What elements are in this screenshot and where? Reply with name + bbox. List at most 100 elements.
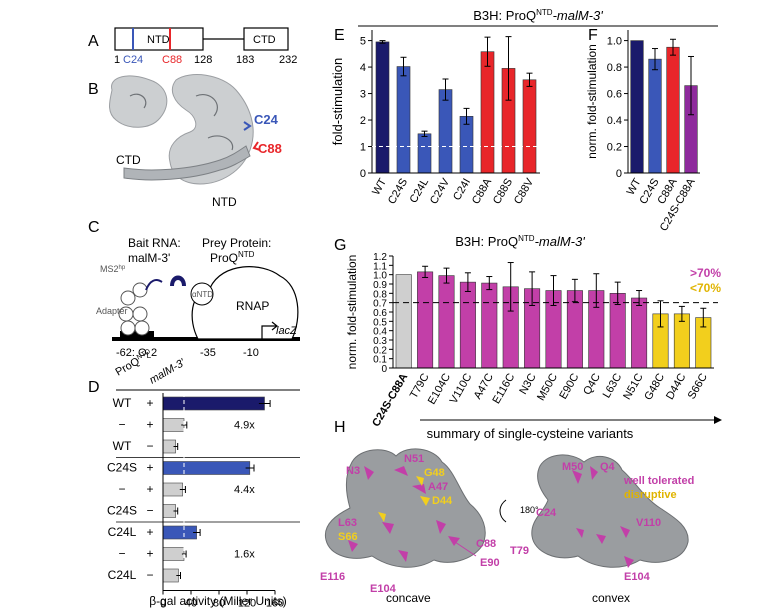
panel-label-e: E [334, 27, 345, 44]
d-malm-label: + [146, 396, 153, 410]
operator-box [120, 331, 154, 339]
y-tick-label: 4 [360, 62, 366, 74]
d-malm-label: + [146, 547, 153, 561]
x-tick-label: C88A [470, 176, 494, 206]
bait-name: malM-3' [128, 251, 170, 265]
x-tick-label: V110C [448, 371, 475, 405]
x-tick-label: Q4C [581, 371, 603, 397]
y-tick-label: 0 [360, 168, 366, 180]
x-tick-label: G48C [642, 371, 667, 402]
h-label-s66: S66 [338, 531, 358, 543]
x-tick-label: M50C [535, 371, 560, 402]
rnap-label: RNAP [236, 299, 269, 313]
bar [673, 313, 690, 369]
d-row-label: C24L [108, 525, 137, 539]
y-tick-label: 5 [360, 36, 366, 48]
pos-232: 232 [279, 54, 297, 66]
pos-128: 128 [194, 54, 212, 66]
h-label-e116: E116 [320, 571, 345, 583]
ntd-label: NTD [147, 34, 170, 46]
d-row-label: C24S [107, 461, 137, 475]
g-legend-below: <70% [690, 281, 721, 295]
d-malm-label: + [146, 461, 153, 475]
y-tick-label: 0.1 [373, 355, 387, 366]
y-tick-label: 0.8 [373, 289, 387, 300]
ribbon-detail [129, 93, 234, 151]
promoter-arrowhead [271, 321, 278, 331]
h-label-e104-convex: E104 [624, 571, 651, 583]
h-label-l63: L63 [338, 517, 357, 529]
c24-sticks [243, 121, 252, 131]
bar [481, 282, 498, 369]
h-label-c88: C88 [476, 538, 496, 550]
d-bar [162, 461, 251, 475]
bar [522, 79, 537, 174]
panel-e-chart: WTC24SC24LC24VC24IC88AC88SC88V012345fold… [330, 30, 540, 206]
d-bar [162, 396, 265, 411]
x-tick-label: C24S [386, 177, 410, 207]
adapter-4 [134, 320, 150, 336]
ctd-structure-label: CTD [116, 153, 141, 167]
convex-surface [531, 454, 689, 568]
panel-f-chart: WTC24SC88AC24S-C88A00.20.40.60.81.0norm.… [585, 30, 700, 233]
d-malm-label: − [146, 504, 153, 518]
pos-1: 1 [114, 54, 120, 66]
d-bar [162, 482, 183, 497]
h-label-t79: T79 [510, 545, 529, 557]
x-tick-label: S66C [686, 371, 710, 401]
h-label-c24: C24 [536, 507, 557, 519]
ms2-label: MS2hp [100, 264, 126, 274]
concave-label: concave [386, 591, 431, 605]
panel-c-diagram: Bait RNA: malM-3' Prey Protein: ProQNTD … [96, 236, 300, 360]
pos-35-label: -35 [200, 347, 216, 359]
y-tick-label: 0.7 [373, 299, 387, 310]
d-x-axis: 0 40 80 120 160 [160, 393, 284, 610]
adapter-label: Adapter [96, 306, 128, 316]
concave-surface [324, 448, 486, 568]
y-tick-label: 0.5 [373, 317, 387, 328]
panel-g-header: B3H: ProQNTD-malM-3' [455, 234, 585, 249]
bar [396, 66, 411, 174]
panel-label-g: G [334, 237, 346, 254]
panel-label-h: H [334, 419, 346, 436]
y-tick-label: 0 [381, 364, 387, 375]
x-tick-label: WT [370, 176, 389, 197]
pos-c24: C24 [123, 54, 143, 66]
y-tick-label: 0.2 [607, 142, 622, 154]
bar [459, 281, 476, 369]
y-tick-label: 1.2 [373, 252, 387, 263]
h-label-d44: D44 [432, 495, 453, 507]
bar [438, 275, 455, 369]
y-tick-label: 0.3 [373, 336, 387, 347]
rnap-shape [191, 266, 299, 340]
d-malm-label: + [146, 525, 153, 539]
y-tick-label: 0.4 [373, 327, 387, 338]
d-bar [162, 418, 185, 432]
c88-label: C88 [258, 141, 282, 156]
y-tick-label: 0.4 [607, 115, 622, 127]
adapter-3 [120, 320, 136, 336]
panel-h-summary: summary of single-cysteine variants N3 N… [320, 426, 694, 605]
y-tick-label: 0.9 [373, 280, 387, 291]
d-col-malm: malM-3' [148, 356, 188, 386]
x-tick-label: C24V [428, 176, 452, 206]
d-malm-label: + [146, 418, 153, 432]
h-legend-disruptive: disruptive [624, 489, 677, 501]
concave-labels: N3 N51 G48 A47 D44 L63 S66 C88 E90 E116 … [320, 453, 500, 595]
antd-shape [190, 282, 214, 306]
d-row-label: C24L [108, 568, 137, 582]
pos-10-label: -10 [243, 347, 259, 359]
d-bar [162, 568, 179, 583]
convex-label: convex [592, 591, 630, 605]
convex-labels: M50 Q4 C24 V110 T79 E104 well tolerated … [510, 461, 694, 583]
y-tick-label: 1 [360, 142, 366, 154]
bar [438, 89, 453, 174]
d-row-label: WT [113, 396, 132, 410]
d-row-label: − [118, 482, 125, 496]
y-tick-label: 0.8 [607, 62, 622, 74]
h-label-n51: N51 [404, 453, 424, 465]
y-tick-label: 2 [360, 115, 366, 127]
h-label-n3: N3 [346, 465, 360, 477]
y-tick-label: 0.2 [373, 345, 387, 356]
